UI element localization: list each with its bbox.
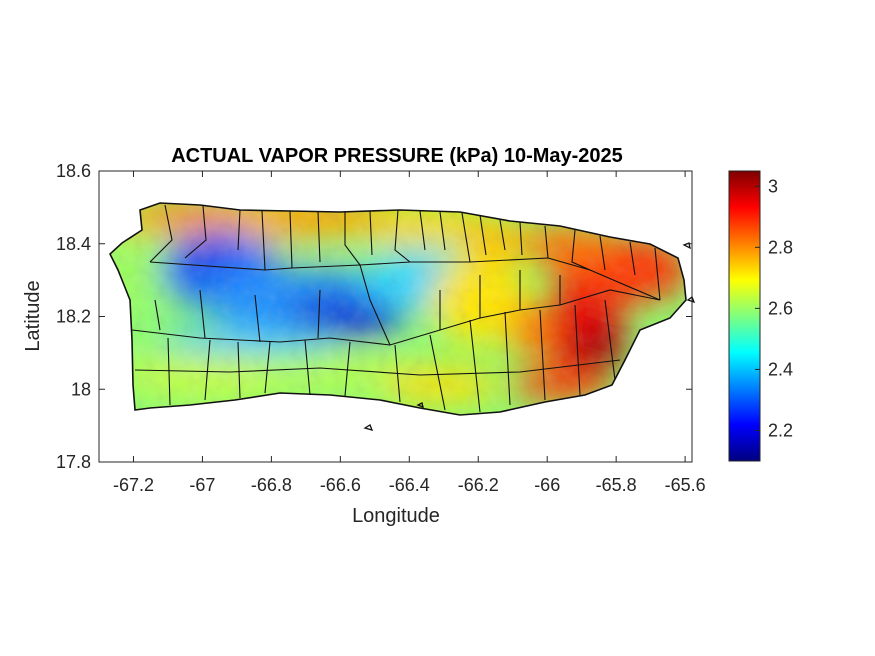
x-axis: -67.2 -67 -66.8 -66.6 -66.4 -66.2 -66 -65.8 -65.… (113, 171, 706, 495)
colorbar-tick-label: 2.4 (768, 359, 793, 379)
y-axis-label: Latitude (22, 280, 44, 351)
y-tick-label: 18 (71, 379, 91, 399)
y-tick-label: 18.6 (56, 161, 91, 181)
colorbar: 3 2.8 2.6 2.4 2.2 (728, 170, 793, 462)
x-tick-label: -66.6 (320, 475, 361, 495)
x-tick-label: -66.2 (458, 475, 499, 495)
x-tick-label: -65.8 (596, 475, 637, 495)
x-axis-label: Longitude (352, 505, 440, 527)
x-tick-label: -67.2 (113, 475, 154, 495)
colorbar-tick-label: 2.2 (768, 420, 793, 440)
y-tick-label: 17.8 (56, 452, 91, 472)
y-axis: 18.6 18.4 18.2 18 17.8 (56, 161, 692, 472)
y-tick-label: 18.4 (56, 234, 91, 254)
x-tick-label: -66.8 (251, 475, 292, 495)
colorbar-gradient (728, 170, 761, 462)
x-tick-label: -65.6 (665, 475, 706, 495)
x-tick-label: -67 (189, 475, 215, 495)
municipality-boundaries (131, 204, 661, 413)
x-tick-label: -66.4 (389, 475, 430, 495)
map-title: ACTUAL VAPOR PRESSURE (kPa) 10-May-2025 (171, 145, 623, 167)
y-tick-group: 18.6 18.4 18.2 18 17.8 (56, 161, 692, 472)
island-outline (109, 202, 687, 416)
colorbar-tick-label: 3 (768, 176, 778, 196)
colorbar-tick-group: 3 2.8 2.6 2.4 2.2 (755, 176, 793, 440)
x-tick-group: -67.2 -67 -66.8 -66.6 -66.4 -66.2 -66 -65.8 -65.… (113, 171, 706, 495)
x-tick-label: -66 (534, 475, 560, 495)
colorbar-tick-label: 2.8 (768, 237, 793, 257)
colorbar-tick-label: 2.6 (768, 298, 793, 318)
y-tick-label: 18.2 (56, 307, 91, 327)
